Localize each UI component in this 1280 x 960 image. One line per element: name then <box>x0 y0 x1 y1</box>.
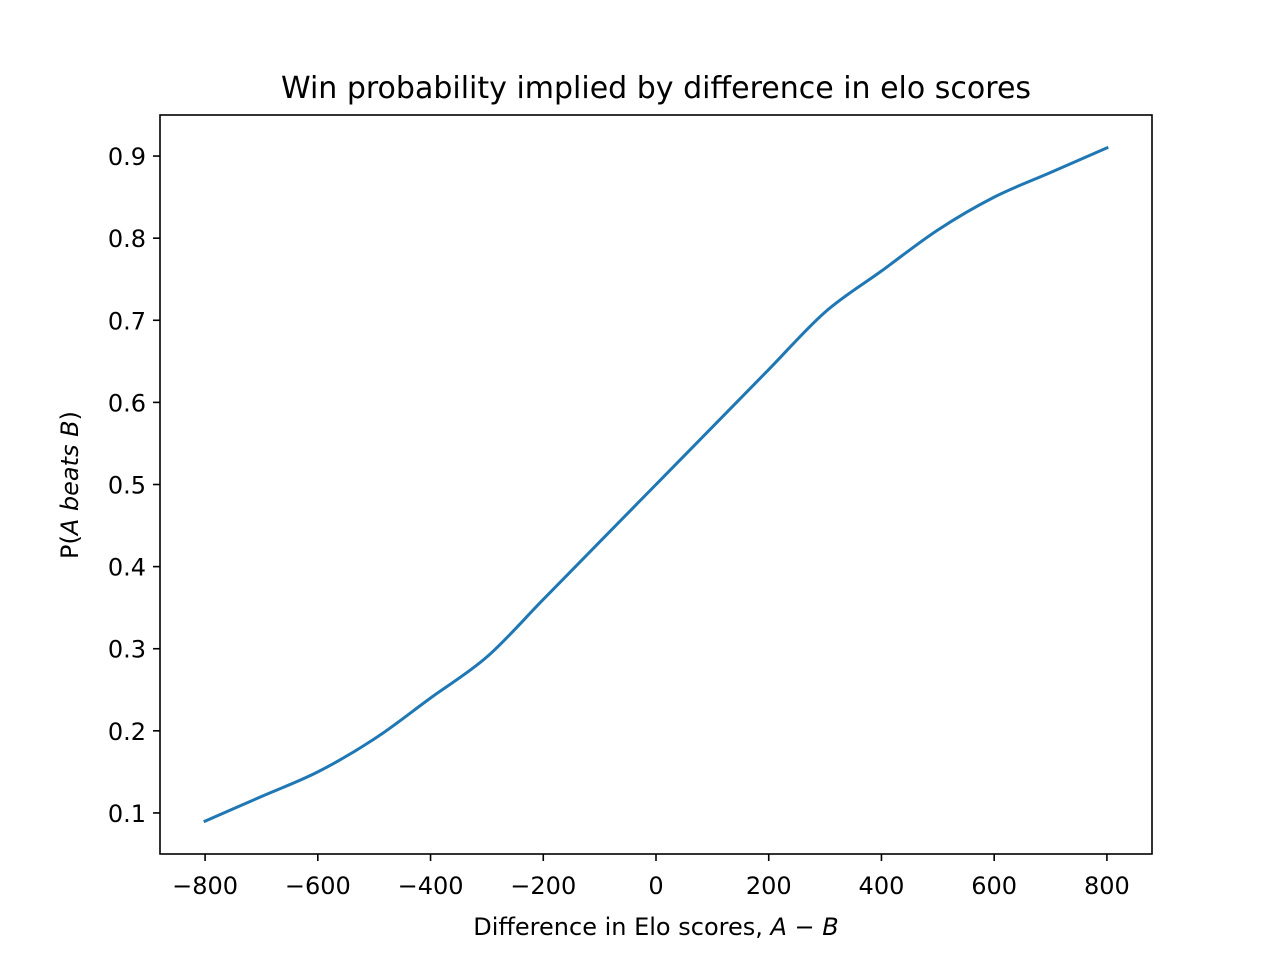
x-tick-label: −400 <box>398 872 464 900</box>
x-tick-label: −600 <box>285 872 351 900</box>
x-tick-label: 200 <box>746 872 792 900</box>
y-tick-label: 0.5 <box>108 472 146 500</box>
chart-title: Win probability implied by difference in… <box>281 71 1031 106</box>
x-tick-label: 0 <box>648 872 663 900</box>
y-axis-label-prefix: P( <box>56 535 84 559</box>
x-tick-label: 800 <box>1084 872 1130 900</box>
x-tick-label: 600 <box>971 872 1017 900</box>
x-axis-label-math: A − B <box>769 913 839 941</box>
y-tick-label: 0.6 <box>108 389 146 417</box>
y-axis-label-math: A beats B <box>56 420 84 537</box>
y-tick-label: 0.7 <box>108 307 146 335</box>
y-axis-label: P(A beats B) <box>56 411 84 559</box>
x-tick-label: −800 <box>172 872 238 900</box>
y-axis-label-suffix: ) <box>56 411 84 420</box>
y-tick-label: 0.8 <box>108 225 146 253</box>
series-line-0 <box>203 145 1109 824</box>
x-tick-label: 400 <box>859 872 905 900</box>
x-axis-label: Difference in Elo scores, A − B <box>473 913 839 941</box>
y-tick-label: 0.4 <box>108 554 146 582</box>
x-axis-label-text: Difference in Elo scores, <box>473 913 770 941</box>
y-tick-label: 0.1 <box>108 800 146 828</box>
y-tick-label: 0.2 <box>108 718 146 746</box>
y-tick-label: 0.3 <box>108 636 146 664</box>
y-tick-label: 0.9 <box>108 143 146 171</box>
x-tick-label: −200 <box>510 872 576 900</box>
plot-area: −800 −600 −400 −200 0 200 400 600 800 0.1 0.2 0.3 0.… <box>108 114 1153 900</box>
